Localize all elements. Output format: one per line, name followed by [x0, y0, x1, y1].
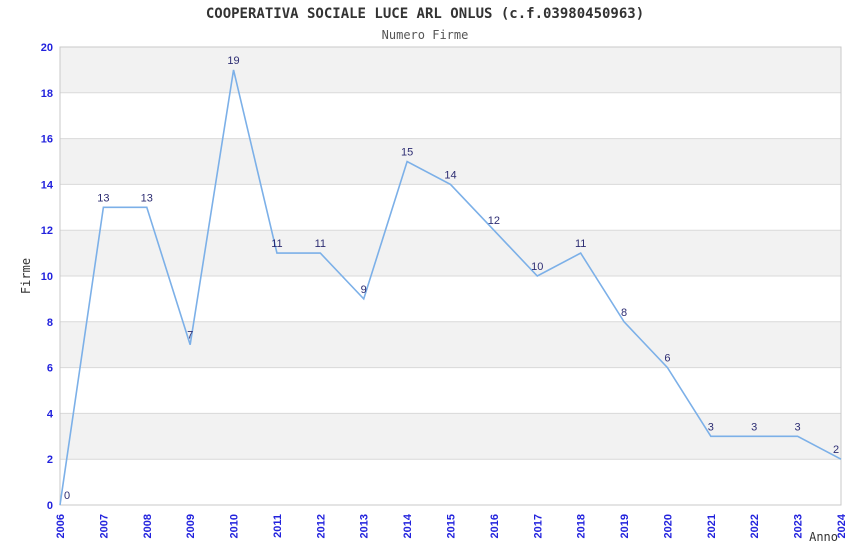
band-row-white [60, 367, 841, 414]
data-point-label: 13 [141, 192, 153, 204]
x-tick-label: 2016 [489, 514, 501, 538]
data-point-label: 11 [315, 238, 326, 250]
x-tick-label: 2011 [272, 514, 284, 538]
x-tick-label: 2009 [185, 514, 197, 538]
data-point-label: 15 [401, 147, 413, 159]
data-point-label: 6 [664, 353, 670, 365]
x-axis-label: Anno [809, 530, 838, 544]
y-tick-label: 14 [41, 179, 54, 191]
band-row-gray [60, 138, 841, 185]
plot-border [59, 46, 842, 506]
x-tick-label: 2020 [662, 514, 674, 538]
data-point-label: 14 [444, 169, 456, 181]
data-point-label: 10 [531, 261, 543, 273]
x-tick-label: 2006 [55, 514, 67, 538]
x-tick-label: 2024 [836, 513, 848, 538]
band-row-gray [60, 47, 841, 93]
band-row-white [60, 92, 841, 139]
data-point-label: 8 [621, 307, 627, 319]
data-point-label: 7 [187, 330, 193, 342]
data-point-label: 11 [575, 238, 586, 250]
x-tick-label: 2019 [619, 514, 631, 538]
data-point-label: 0 [64, 490, 70, 502]
data-point-label: 3 [708, 421, 714, 433]
chart-subtitle: Numero Firme [381, 28, 469, 42]
band-row-gray [60, 230, 841, 276]
y-tick-label: 8 [47, 317, 53, 329]
band-row-white [60, 276, 841, 322]
data-point-label: 3 [751, 421, 757, 433]
x-tick-label: 2012 [315, 514, 327, 538]
band-row-white [60, 459, 841, 505]
y-tick-label: 16 [41, 134, 53, 146]
y-tick-label: 4 [47, 408, 54, 420]
x-tick-label: 2007 [98, 514, 110, 538]
x-tick-label: 2023 [793, 514, 805, 538]
data-series-line [59, 69, 842, 506]
data-point-label: 3 [795, 421, 801, 433]
y-tick-label: 2 [47, 454, 53, 466]
y-tick-label: 10 [41, 271, 53, 283]
x-tick-label: 2008 [142, 514, 154, 538]
y-tick-label: 18 [41, 88, 53, 100]
data-point-label: 19 [227, 55, 239, 67]
data-point-label: 11 [271, 238, 282, 250]
y-axis-label: Firme [19, 258, 33, 294]
x-tick-label: 2022 [749, 514, 761, 538]
data-point-label: 9 [361, 284, 367, 296]
y-tick-label: 6 [47, 363, 53, 375]
x-tick-label: 2013 [359, 514, 371, 538]
x-tick-label: 2014 [402, 513, 414, 538]
band-row-gray [60, 321, 841, 368]
y-tick-label: 0 [47, 500, 53, 512]
data-point-label: 13 [97, 192, 109, 204]
y-tick-label: 20 [41, 42, 53, 54]
x-tick-label: 2017 [532, 514, 544, 538]
x-tick-label: 2015 [446, 514, 458, 538]
x-tick-label: 2010 [229, 514, 241, 538]
band-row-white [60, 184, 841, 231]
chart-title: COOPERATIVA SOCIALE LUCE ARL ONLUS (c.f.… [205, 6, 645, 22]
x-tick-label: 2018 [576, 514, 588, 538]
y-tick-label: 12 [41, 225, 53, 237]
data-point-label: 2 [833, 444, 839, 456]
x-tick-label: 2021 [706, 514, 718, 538]
data-point-label: 12 [488, 215, 500, 227]
